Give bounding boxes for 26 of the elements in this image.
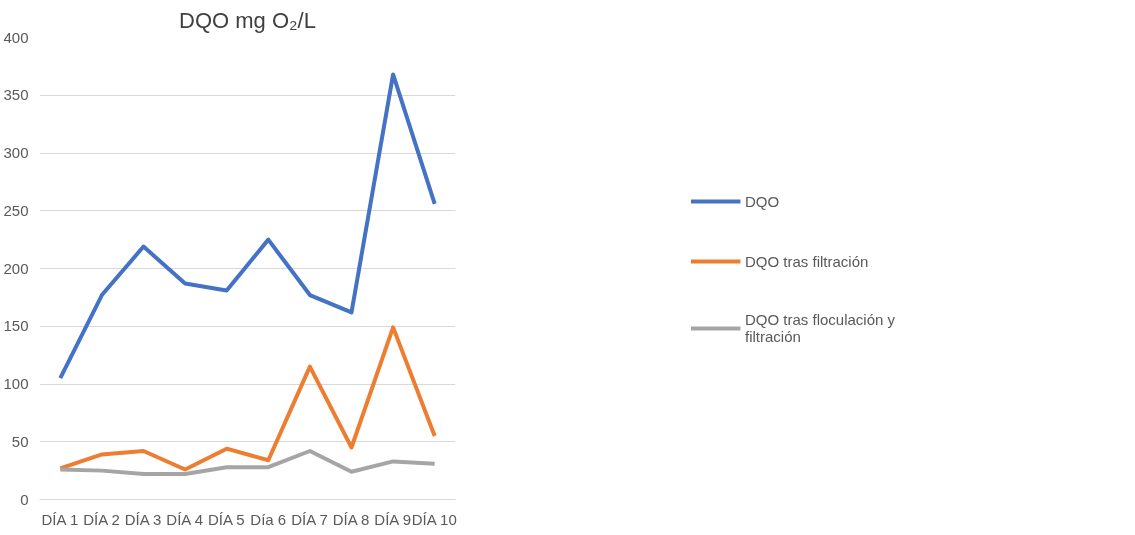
x-tick-label: DÍA 5 <box>207 510 245 528</box>
y-tick-label: 400 <box>3 28 29 46</box>
x-tick-label: DÍA 3 <box>124 510 162 528</box>
y-tick-label: 300 <box>3 144 29 161</box>
line-series <box>58 72 437 381</box>
x-tick-label: DÍA 8 <box>332 510 370 528</box>
y-tick-label: 250 <box>3 201 29 219</box>
x-tick-label: DÍA 1 <box>41 510 79 528</box>
y-tick-label: 200 <box>3 259 29 277</box>
legend-label: DQO tras filtración <box>744 252 869 270</box>
y-tick-label: 0 <box>20 490 29 508</box>
legend-label: DQO tras floculación y filtración <box>744 311 896 345</box>
x-tick-label: DÍA 9 <box>374 510 412 528</box>
x-tick-label: DÍA 4 <box>166 510 204 528</box>
line-series <box>58 448 437 477</box>
chart-title: DQO mg O₂/L <box>179 7 316 33</box>
y-tick-label: 100 <box>3 375 29 392</box>
line-series <box>58 325 437 472</box>
legend-label: DQO <box>744 192 780 210</box>
y-tick-label: 50 <box>11 432 29 450</box>
y-tick-label: 150 <box>3 317 29 335</box>
y-tick-label: 350 <box>3 86 29 104</box>
x-tick-label: DÍA 2 <box>83 510 120 528</box>
x-tick-label: Día 6 <box>250 510 287 528</box>
x-tick-label: DÍA 7 <box>291 510 328 528</box>
x-tick-label: DÍA 10 <box>411 510 457 528</box>
